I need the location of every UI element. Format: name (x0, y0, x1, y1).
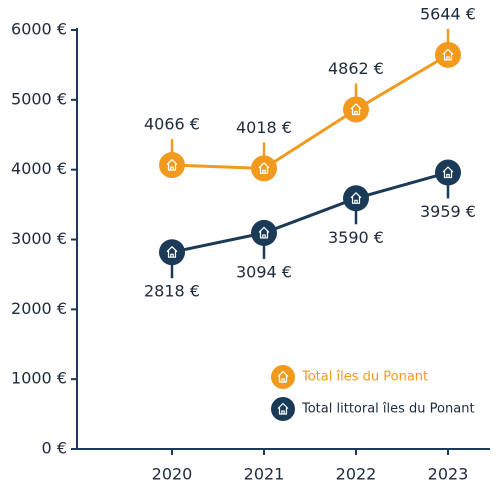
marker (251, 219, 277, 246)
data-label: 2818 € (144, 282, 200, 301)
y-tick-label: 2000 € (11, 299, 67, 318)
marker-icon (258, 226, 270, 239)
legend-marker (271, 365, 295, 389)
x-tick-label: 2023 (428, 465, 469, 484)
marker (435, 41, 461, 68)
legend-text: Total îles du Ponant (301, 370, 428, 385)
marker-icon (350, 192, 362, 204)
marker-icon (442, 48, 454, 61)
marker (435, 159, 461, 186)
y-tick-label: 4000 € (11, 159, 67, 178)
x-tick-label: 2021 (244, 465, 285, 484)
marker (251, 155, 277, 182)
y-tick-label: 6000 € (11, 20, 67, 39)
x-tick-label: 2022 (336, 465, 377, 484)
marker-icon (350, 103, 362, 116)
data-label: 3590 € (328, 228, 384, 247)
y-tick-label: 0 € (42, 439, 67, 458)
series-line (171, 171, 449, 254)
marker-icon (442, 166, 454, 179)
data-label: 5644 € (420, 4, 476, 23)
marker-icon (258, 162, 270, 175)
data-label: 4018 € (236, 118, 292, 137)
data-label: 4066 € (144, 115, 200, 134)
y-tick-label: 5000 € (11, 89, 67, 108)
marker (159, 152, 185, 179)
marker (343, 185, 369, 212)
legend-icon (277, 370, 289, 383)
marker (343, 96, 369, 123)
legend-icon (277, 402, 289, 415)
data-label: 4862 € (328, 59, 384, 78)
legend-text: Total littoral îles du Ponant (301, 402, 475, 417)
marker-icon (166, 246, 178, 258)
marker (159, 239, 185, 266)
y-tick-label: 1000 € (11, 369, 67, 388)
series-line (171, 53, 449, 170)
data-label: 3959 € (420, 202, 476, 221)
legend-marker (271, 397, 295, 421)
x-tick-label: 2020 (152, 465, 193, 484)
y-tick-label: 3000 € (11, 229, 67, 248)
data-label: 3094 € (236, 262, 292, 281)
marker-icon (166, 158, 178, 171)
